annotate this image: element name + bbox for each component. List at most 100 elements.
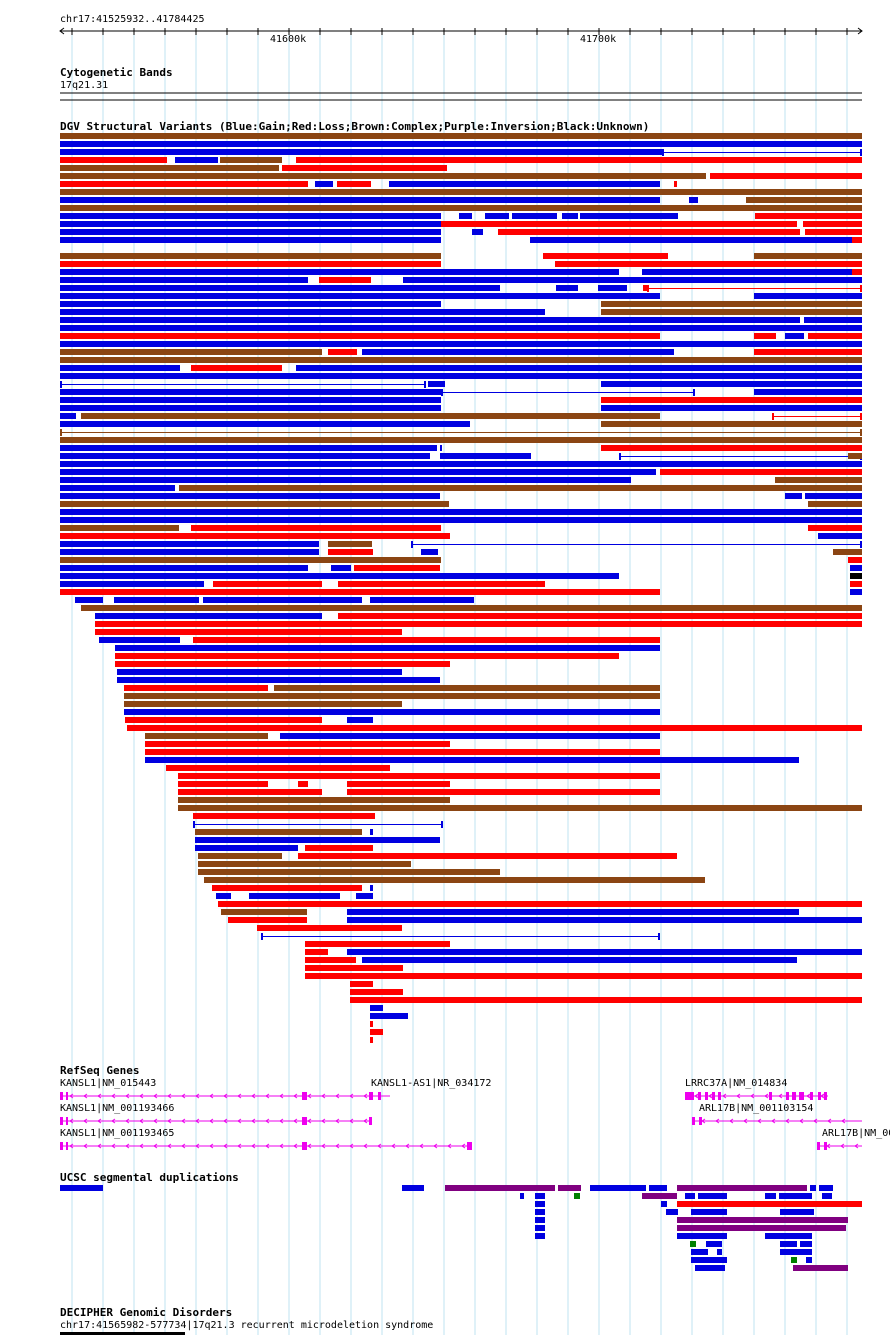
decipher-item-label[interactable]: chr17:41565982-577734|17q21.3 recurrent … bbox=[60, 1320, 434, 1331]
dgv-variant-bar bbox=[124, 693, 660, 699]
dgv-variant-end bbox=[860, 541, 862, 548]
dgv-track-title: DGV Structural Variants (Blue:Gain;Red:L… bbox=[60, 120, 650, 133]
dgv-variant-end bbox=[441, 821, 443, 828]
segdup-block bbox=[677, 1201, 862, 1207]
gene-kansl1-nm001193465-strand-arrow bbox=[125, 1143, 130, 1149]
dgv-variant-bar bbox=[305, 965, 403, 971]
segdup-block bbox=[706, 1241, 722, 1247]
gene-kansl1-nm015443-strand-arrow bbox=[293, 1093, 298, 1099]
gene-lrrc37a-exon bbox=[685, 1092, 694, 1100]
dgv-variant-bar bbox=[212, 885, 362, 891]
refseq-genes-track[interactable] bbox=[60, 1092, 862, 1150]
dgv-variant-bar bbox=[428, 381, 445, 387]
gene-label-kansl1-nm015443[interactable]: KANSL1|NM_015443 bbox=[60, 1078, 157, 1089]
dgv-variant-bar bbox=[746, 197, 862, 203]
dgv-variant-bar bbox=[195, 837, 440, 843]
gene-arl17b-nm001103154-strand-arrow bbox=[799, 1118, 804, 1124]
gene-kansl1-nm015443-strand-arrow bbox=[167, 1093, 172, 1099]
gene-label-arl17b-nm001103154[interactable]: ARL17B|NM_001103154 bbox=[699, 1103, 814, 1114]
gene-arl17b-nm001103154-strand-arrow bbox=[771, 1118, 776, 1124]
segdup-block bbox=[695, 1265, 725, 1271]
dgv-variant-bar bbox=[850, 581, 862, 587]
gene-lrrc37a-exon bbox=[792, 1092, 796, 1100]
dgv-variant-bar bbox=[274, 685, 660, 691]
segdup-block bbox=[765, 1233, 812, 1239]
dgv-variant-bar bbox=[852, 269, 862, 275]
gene-kansl1-nm001193465-strand-arrow bbox=[237, 1143, 242, 1149]
gene-label-kansl1-nm001193466[interactable]: KANSL1|NM_001193466 bbox=[60, 1103, 175, 1114]
dgv-variant-bar bbox=[601, 421, 862, 427]
dgv-variant-bar bbox=[580, 213, 678, 219]
segdup-block bbox=[791, 1257, 797, 1263]
dgv-variant-bar bbox=[60, 205, 862, 211]
segdup-block bbox=[677, 1217, 848, 1223]
dgv-variant-bar bbox=[124, 701, 402, 707]
gene-kansl1-nm001193465-strand-arrow bbox=[223, 1143, 228, 1149]
dgv-variant-bar bbox=[60, 261, 441, 267]
dgv-variant-bar bbox=[195, 845, 298, 851]
gene-kansl1-nm001193465-strand-arrow bbox=[181, 1143, 186, 1149]
gene-kansl1-nm015443-strand-arrow bbox=[223, 1093, 228, 1099]
dgv-variant-bar bbox=[440, 453, 531, 459]
dgv-variant-end bbox=[860, 149, 862, 156]
dgv-variant-bar bbox=[213, 581, 322, 587]
dgv-variant-end bbox=[662, 149, 664, 156]
gene-kansl1-nm001193466-strand-arrow bbox=[251, 1118, 256, 1124]
gene-kansl1-nm001193465-strand-arrow bbox=[97, 1143, 102, 1149]
dgv-structural-variants-track[interactable] bbox=[60, 133, 862, 1043]
dgv-variant-bar bbox=[328, 549, 373, 555]
dgv-variant-bar bbox=[601, 381, 862, 387]
dgv-variant-bar bbox=[338, 613, 862, 619]
dgv-variant-bar bbox=[60, 525, 179, 531]
gene-label-kansl1-as1[interactable]: KANSL1-AS1|NR_034172 bbox=[371, 1078, 492, 1089]
gene-kansl1-nm001193466-strand-arrow bbox=[125, 1118, 130, 1124]
segdup-block bbox=[810, 1185, 816, 1191]
gene-lrrc37a-strand-arrow bbox=[820, 1093, 825, 1099]
decipher-track[interactable] bbox=[60, 1332, 185, 1335]
cytoband-track bbox=[60, 92, 862, 101]
dgv-variant-bar bbox=[562, 213, 578, 219]
dgv-variant-bar bbox=[95, 613, 322, 619]
gene-kansl1-nm001193465-strand-arrow bbox=[363, 1143, 368, 1149]
gene-kansl1-nm001193466-strand-arrow bbox=[69, 1118, 74, 1124]
gene-kansl1-nm015443-strand-arrow bbox=[265, 1093, 270, 1099]
dgv-variant-bar bbox=[99, 637, 180, 643]
gene-kansl1-nm001193466-exon bbox=[302, 1117, 307, 1125]
dgv-variant-bar bbox=[282, 165, 447, 171]
dgv-variant-bar bbox=[218, 901, 862, 907]
dgv-variant-bar bbox=[370, 1013, 408, 1019]
dgv-variant-bar bbox=[818, 533, 862, 539]
dgv-variant-bar bbox=[305, 941, 450, 947]
dgv-variant-bar bbox=[347, 781, 450, 787]
segdup-block bbox=[685, 1193, 695, 1199]
dgv-variant-bar bbox=[124, 709, 660, 715]
gene-kansl1-nm001193465-strand-arrow bbox=[349, 1143, 354, 1149]
segdup-block bbox=[590, 1185, 646, 1191]
dgv-variant-bar bbox=[117, 669, 402, 675]
dgv-variant-bar bbox=[298, 781, 308, 787]
dgv-variant-bar bbox=[660, 469, 862, 475]
segdup-block bbox=[690, 1241, 696, 1247]
dgv-variant-bar bbox=[124, 685, 268, 691]
segmental-duplications-track[interactable] bbox=[60, 1185, 862, 1271]
gene-label-kansl1-nm001193465[interactable]: KANSL1|NM_001193465 bbox=[60, 1128, 175, 1139]
gene-kansl1-nm001193466-strand-arrow bbox=[167, 1118, 172, 1124]
dgv-variant-bar bbox=[195, 829, 362, 835]
gene-lrrc37a-exon bbox=[810, 1092, 813, 1100]
segdup-block bbox=[445, 1185, 555, 1191]
dgv-variant-bar bbox=[642, 269, 852, 275]
dgv-variant-bar bbox=[662, 461, 862, 467]
dgv-variant-bar bbox=[60, 501, 449, 507]
gene-kansl1-nm001193466-strand-arrow bbox=[335, 1118, 340, 1124]
gene-label-lrrc37a[interactable]: LRRC37A|NM_014834 bbox=[685, 1078, 788, 1089]
dgv-variant-bar bbox=[198, 861, 411, 867]
dgv-variant-bar bbox=[803, 221, 862, 227]
gene-label-arl17b-truncated[interactable]: ARL17B|NM_00 bbox=[822, 1128, 890, 1139]
gene-kansl1-nm001193466-strand-arrow bbox=[195, 1118, 200, 1124]
dgv-variant-bar bbox=[754, 389, 862, 395]
dgv-variant-bar bbox=[804, 317, 862, 323]
dgv-variant-bar bbox=[347, 717, 373, 723]
dgv-variant-bar bbox=[115, 661, 450, 667]
dgv-variant-bar bbox=[60, 317, 800, 323]
ruler-tick-label-41700k: 41700k bbox=[580, 34, 617, 45]
